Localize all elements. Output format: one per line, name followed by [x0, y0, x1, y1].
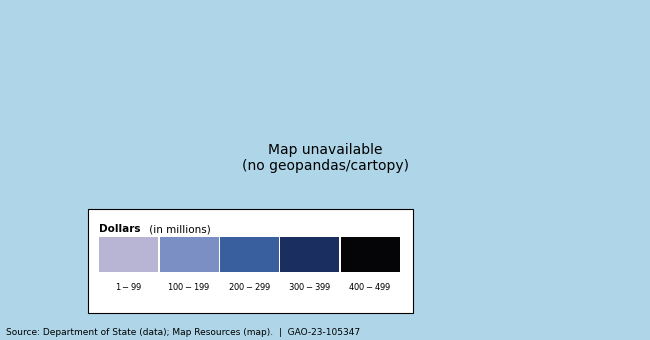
Text: (in millions): (in millions) — [146, 224, 211, 234]
Bar — [88, 209, 413, 313]
Bar — [99, 237, 159, 272]
Text: $300 - $399: $300 - $399 — [288, 282, 332, 292]
Text: $200 - $299: $200 - $299 — [228, 282, 271, 292]
Bar — [220, 237, 279, 272]
Text: $400 - $499: $400 - $499 — [348, 282, 392, 292]
Text: $1 - $99: $1 - $99 — [115, 282, 143, 292]
Text: Dollars: Dollars — [99, 224, 141, 234]
Text: Map unavailable
(no geopandas/cartopy): Map unavailable (no geopandas/cartopy) — [242, 143, 408, 173]
Bar — [280, 237, 339, 272]
Text: $100 - $199: $100 - $199 — [168, 282, 211, 292]
Bar — [341, 237, 400, 272]
Text: Source: Department of State (data); Map Resources (map).  |  GAO-23-105347: Source: Department of State (data); Map … — [6, 328, 361, 337]
Bar — [160, 237, 219, 272]
